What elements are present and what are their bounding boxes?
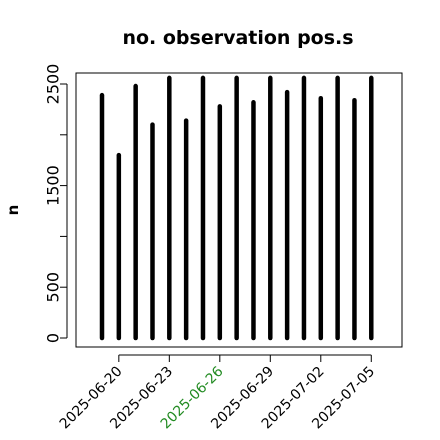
y-axis: 0 500 1500 2500: [44, 64, 68, 343]
x-axis: 2025-06-202025-06-232025-06-262025-06-29…: [57, 354, 378, 432]
y-axis-label: n: [4, 205, 22, 216]
chart-title: no. observation pos.s: [122, 27, 353, 49]
y-tick-label: 0: [44, 333, 63, 343]
y-tick-label: 500: [44, 272, 63, 303]
y-tick-label: 2500: [44, 64, 63, 105]
bars-group: [99, 75, 374, 341]
plot-frame: [75, 72, 403, 348]
y-tick-label: 1500: [44, 165, 63, 206]
